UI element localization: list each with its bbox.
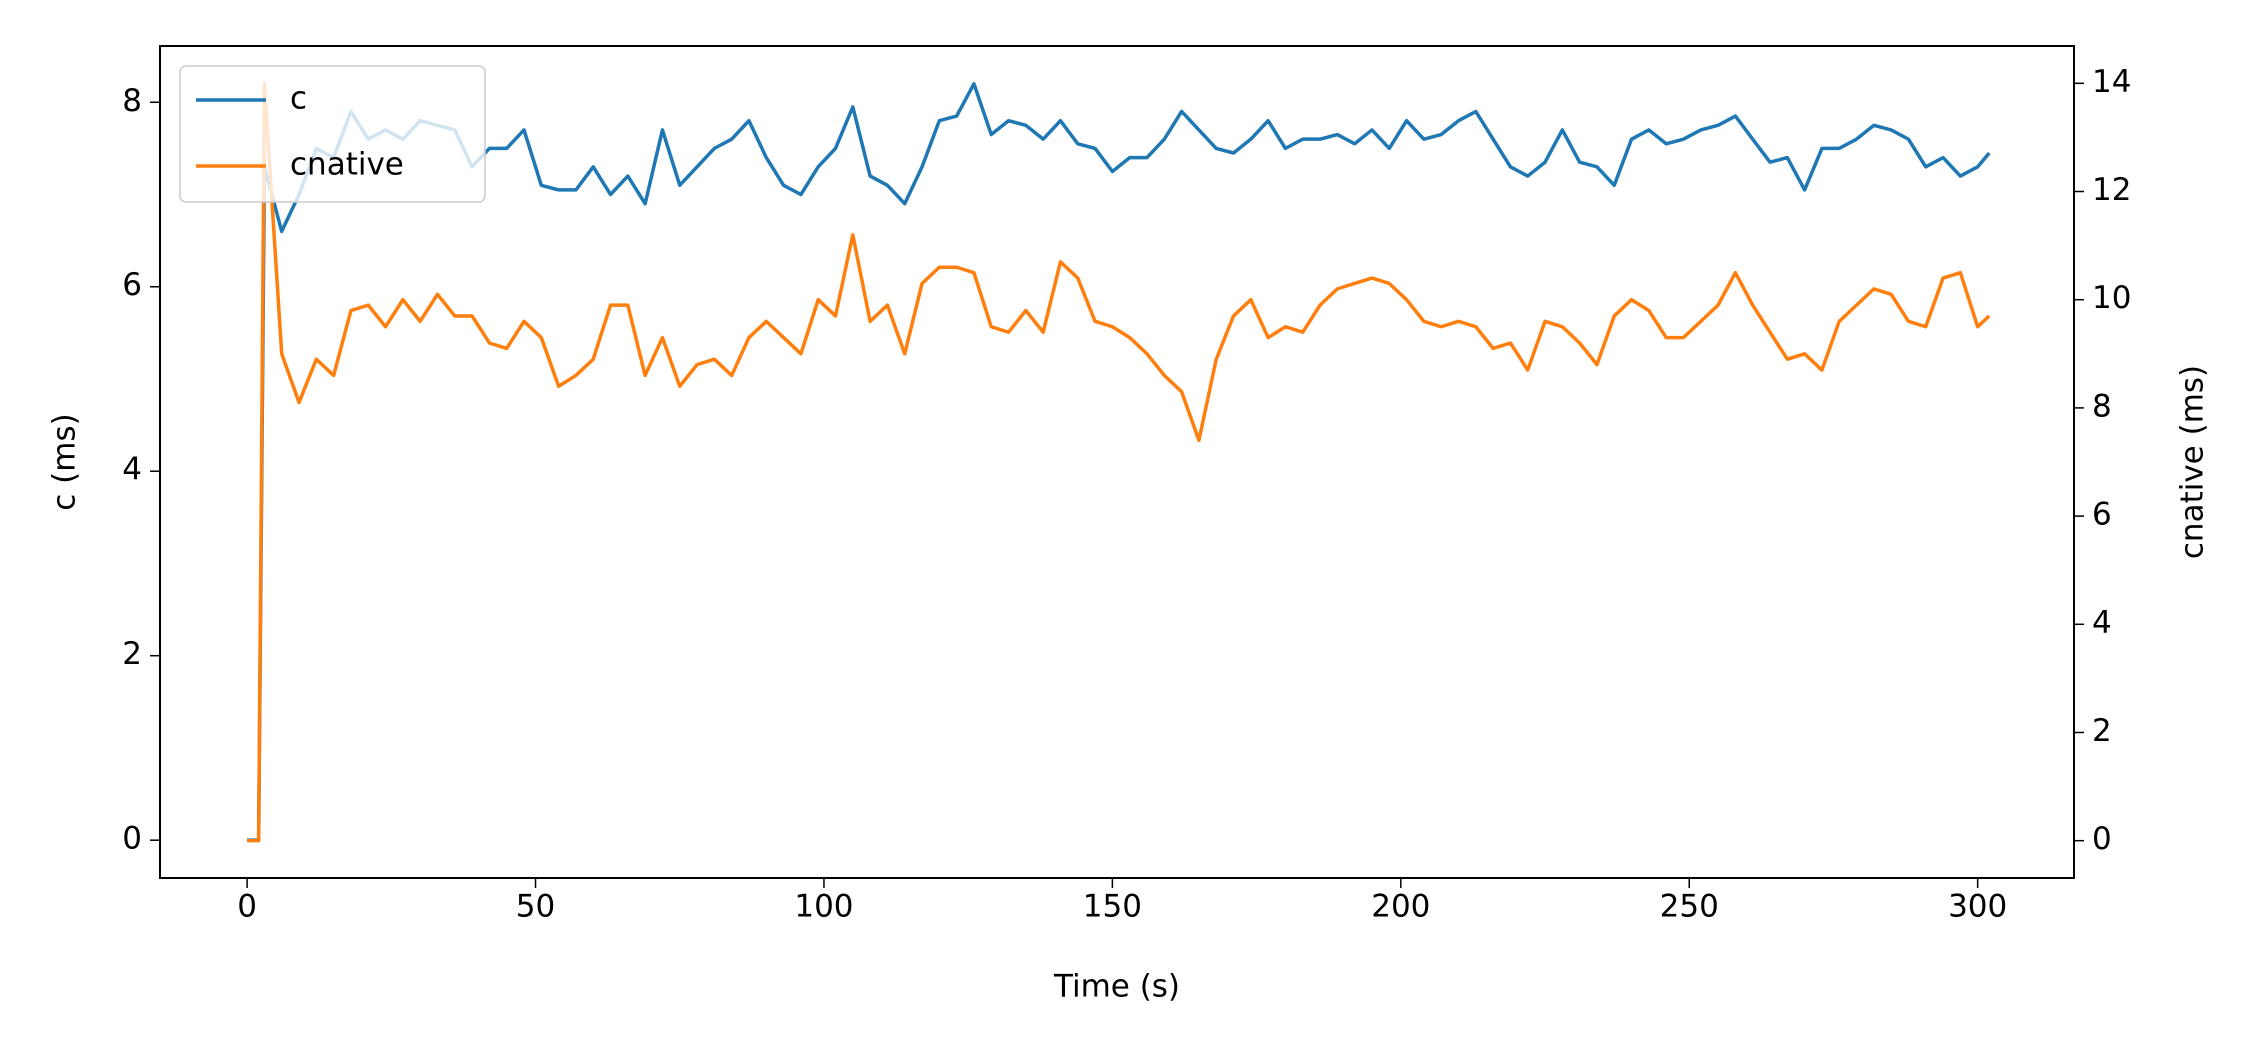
y-tick-label: 6	[122, 267, 142, 303]
y2-tick-label: 0	[2092, 821, 2112, 857]
y-tick-label: 0	[122, 821, 142, 857]
y2-tick-label: 10	[2092, 280, 2131, 316]
legend-label: c	[290, 81, 307, 117]
y-tick-label: 2	[122, 636, 142, 672]
y2-tick-label: 4	[2092, 605, 2112, 641]
y-axis-label: c (ms)	[47, 413, 83, 510]
y2-tick-label: 12	[2092, 172, 2131, 208]
legend-label: cnative	[290, 147, 404, 183]
data-line	[247, 82, 1991, 842]
y-tick-label: 8	[122, 83, 142, 119]
y2-tick-label: 8	[2092, 388, 2112, 424]
data-line	[247, 81, 1991, 843]
y2-tick-label: 14	[2092, 64, 2131, 100]
x-tick-label: 300	[1948, 889, 2007, 925]
x-tick-label: 50	[516, 889, 555, 925]
x-tick-label: 200	[1371, 889, 1430, 925]
y-tick-label: 4	[122, 452, 142, 488]
plot-frame	[159, 45, 2075, 879]
y2-tick-label: 6	[2092, 497, 2112, 533]
x-tick-label: 100	[794, 889, 853, 925]
x-tick-label: 150	[1083, 889, 1142, 925]
y2-tick-label: 2	[2092, 713, 2112, 749]
x-tick-label: 250	[1660, 889, 1719, 925]
y2-axis-label: cnative (ms)	[2175, 365, 2211, 559]
x-axis-label: Time (s)	[1053, 969, 1180, 1005]
x-tick-label: 0	[237, 889, 257, 925]
